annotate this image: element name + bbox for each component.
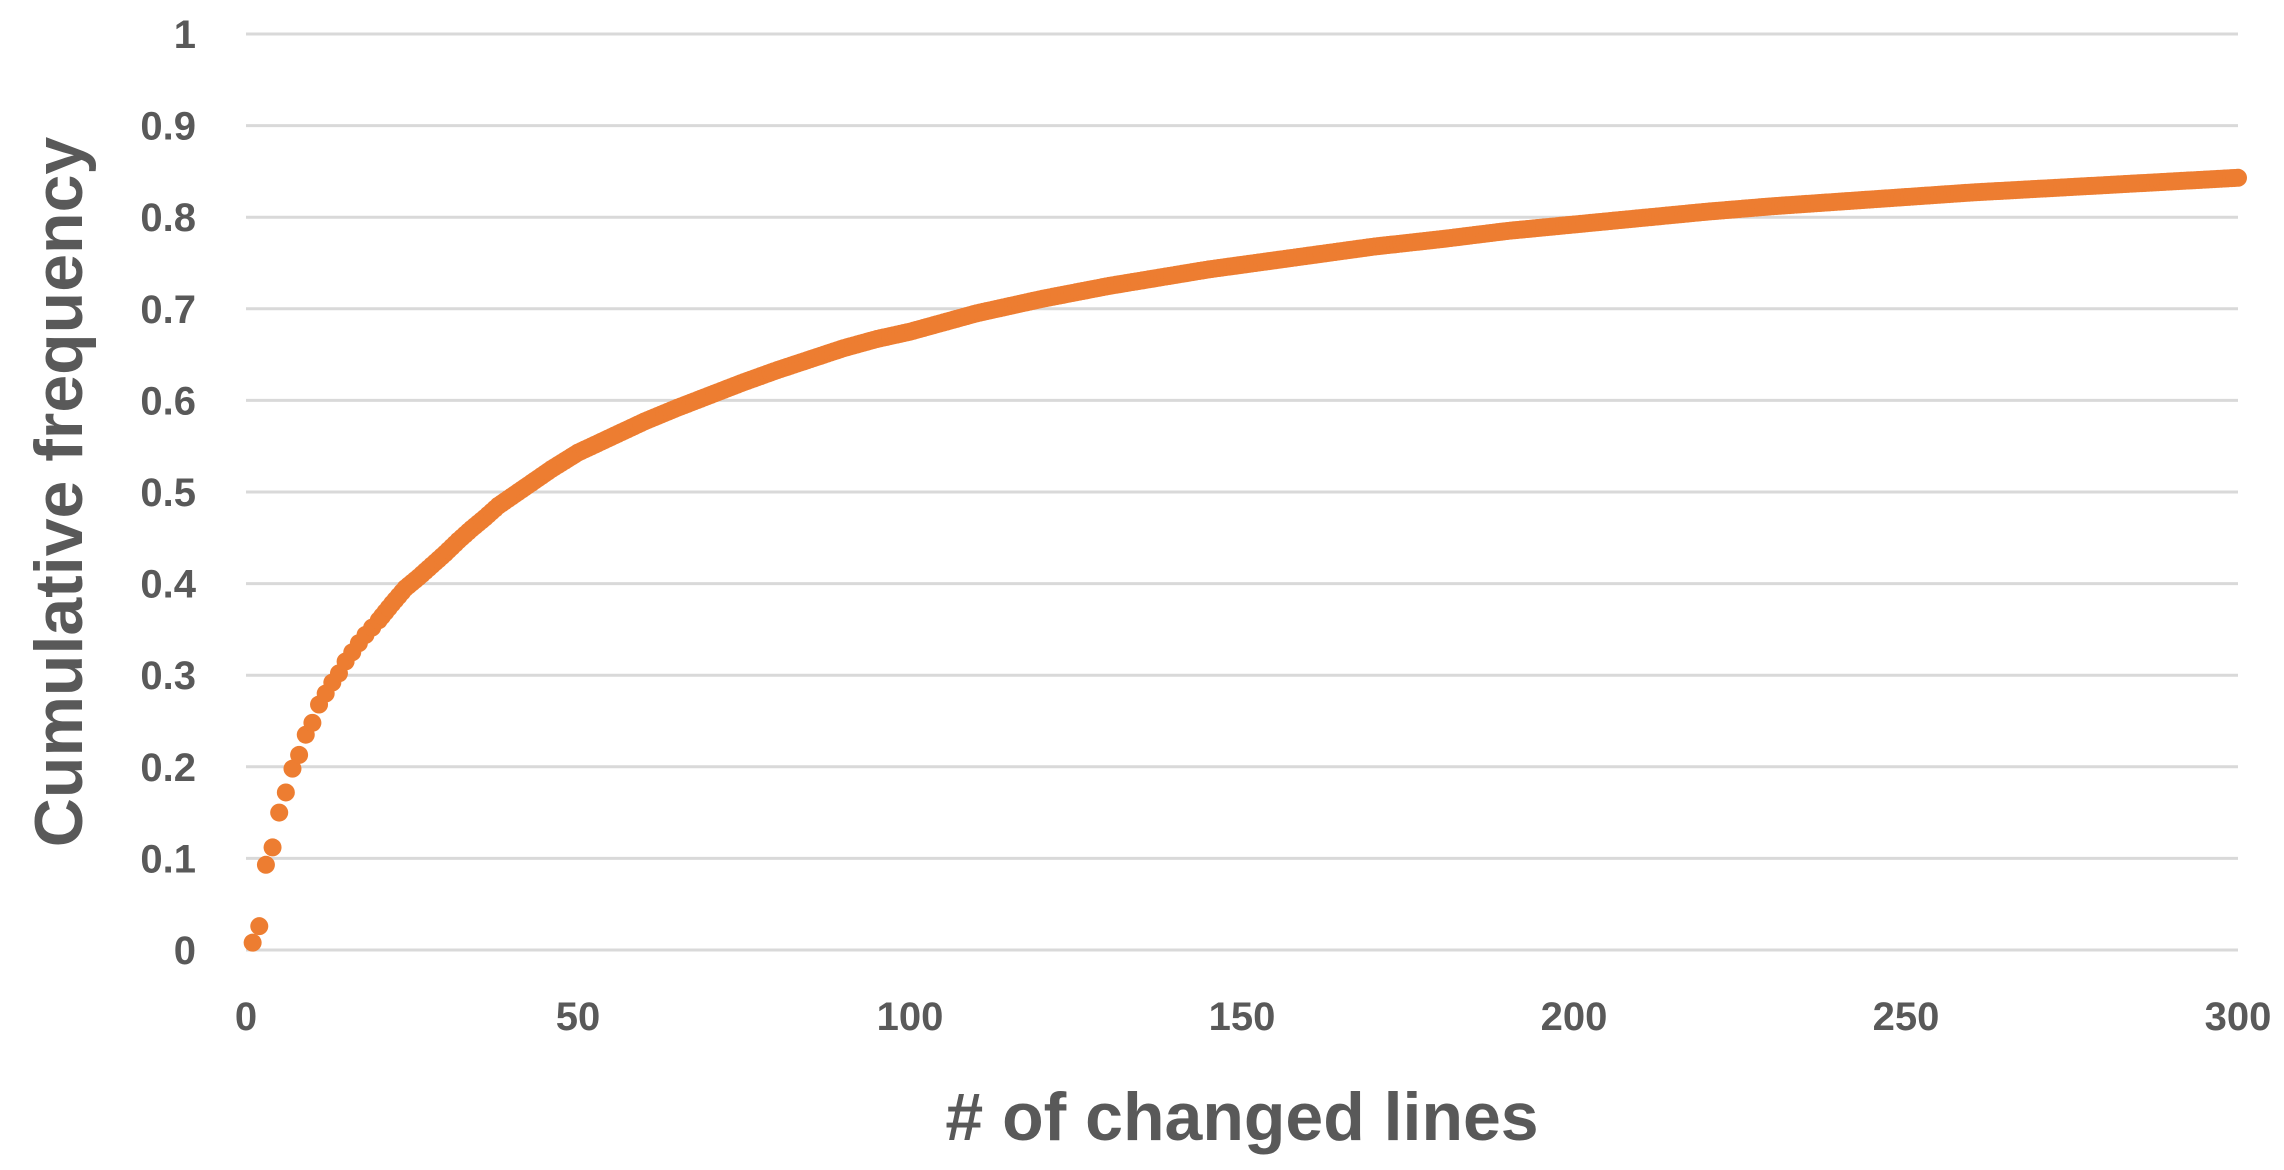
data-point xyxy=(270,803,289,822)
x-tick-label: 200 xyxy=(1541,995,1608,1039)
y-tick-label: 0.5 xyxy=(140,471,196,515)
data-point xyxy=(243,933,262,952)
y-tick-label: 0 xyxy=(174,929,196,973)
x-axis-ticks: 0 50 100 150 200 250 300 xyxy=(235,995,2272,1039)
y-tick-label: 0.9 xyxy=(140,105,196,149)
y-axis-ticks: 0 0.1 0.2 0.3 0.4 0.5 0.6 0.7 0.8 0.9 1 xyxy=(140,13,196,973)
data-points xyxy=(243,168,2247,952)
data-point xyxy=(256,855,275,874)
x-axis-title: # of changed lines xyxy=(945,1079,1538,1155)
x-tick-label: 100 xyxy=(877,995,944,1039)
x-tick-label: 0 xyxy=(235,995,257,1039)
data-point xyxy=(290,745,309,764)
y-tick-label: 0.4 xyxy=(140,563,196,607)
data-point xyxy=(250,917,269,936)
data-point xyxy=(263,838,282,857)
x-tick-label: 250 xyxy=(1873,995,1940,1039)
gridlines xyxy=(246,32,2238,952)
data-point xyxy=(283,759,302,778)
y-tick-label: 0.3 xyxy=(140,654,196,698)
y-tick-label: 0.7 xyxy=(140,288,196,332)
y-tick-label: 0.6 xyxy=(140,379,196,423)
x-tick-label: 50 xyxy=(556,995,601,1039)
data-point-fill xyxy=(2225,168,2244,187)
data-point xyxy=(303,713,322,732)
x-tick-label: 300 xyxy=(2205,995,2272,1039)
data-point xyxy=(276,783,295,802)
y-tick-label: 0.1 xyxy=(140,837,196,881)
y-axis-title: Cumulative frequency xyxy=(21,137,97,848)
y-tick-label: 0.8 xyxy=(140,196,196,240)
y-tick-label: 1 xyxy=(174,13,196,57)
y-tick-label: 0.2 xyxy=(140,746,196,790)
x-tick-label: 150 xyxy=(1209,995,1276,1039)
